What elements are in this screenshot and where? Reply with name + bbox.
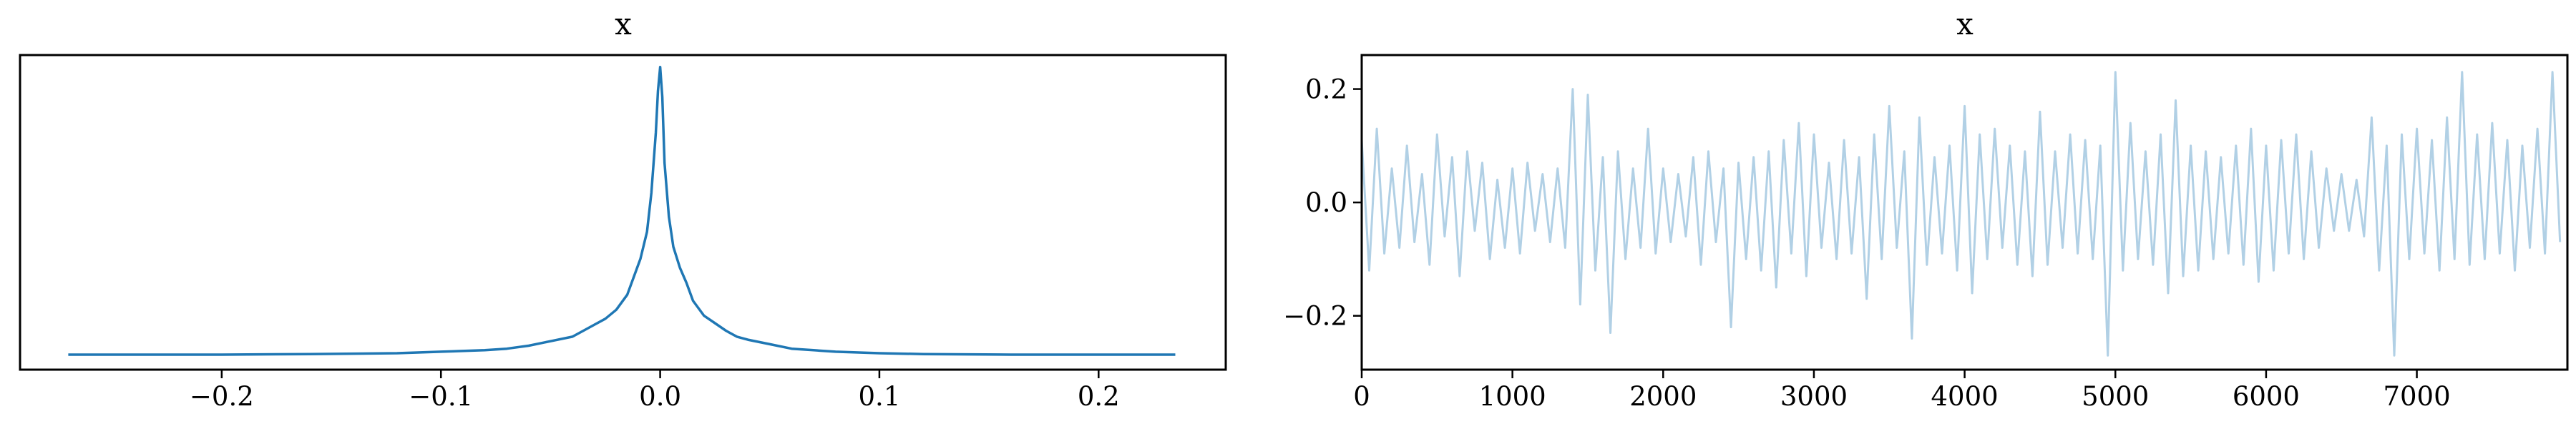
- density-x-tick-label: −0.2: [190, 381, 254, 412]
- trace-panel: x 0 1000 2000 3000 4000 5000 6000 7000 0.2 0.0 −0…: [1283, 6, 2569, 412]
- density-title: x: [615, 6, 632, 41]
- trace-x-tick-label: 6000: [2233, 381, 2300, 412]
- trace-frame: [1360, 54, 2569, 371]
- density-series-line: [68, 66, 1176, 356]
- trace-x-axis: 0 1000 2000 3000 4000 5000 6000 7000: [1353, 370, 2451, 412]
- trace-y-tick-label: 0.2: [1305, 74, 1347, 105]
- trace-y-tick-label: −0.2: [1283, 301, 1347, 332]
- trace-y-axis: 0.2 0.0 −0.2: [1283, 74, 1362, 332]
- density-x-tick-label: −0.1: [409, 381, 473, 412]
- trace-x-tick-label: 4000: [1931, 381, 1999, 412]
- density-plot-area: [68, 66, 1176, 356]
- density-x-tick-label: 0.2: [1078, 381, 1120, 412]
- trace-x-tick-label: 3000: [1780, 381, 1848, 412]
- trace-plot-area: [1360, 71, 2562, 357]
- trace-x-tick-label: 2000: [1629, 381, 1697, 412]
- density-frame: [19, 54, 1227, 371]
- trace-x-tick-label: 0: [1353, 381, 1370, 412]
- density-x-tick-label: 0.0: [639, 381, 681, 412]
- trace-x-tick-label: 1000: [1479, 381, 1546, 412]
- density-x-axis: −0.2 −0.1 0.0 0.1 0.2: [190, 370, 1120, 412]
- trace-title: x: [1956, 6, 1974, 41]
- trace-x-tick-label: 5000: [2082, 381, 2149, 412]
- density-x-tick-label: 0.1: [859, 381, 901, 412]
- trace-y-tick-label: 0.0: [1305, 187, 1347, 218]
- trace-series-line: [1360, 71, 2562, 357]
- density-panel: x −0.2 −0.1 0.0 0.1 0.2: [19, 6, 1227, 412]
- trace-x-tick-label: 7000: [2383, 381, 2450, 412]
